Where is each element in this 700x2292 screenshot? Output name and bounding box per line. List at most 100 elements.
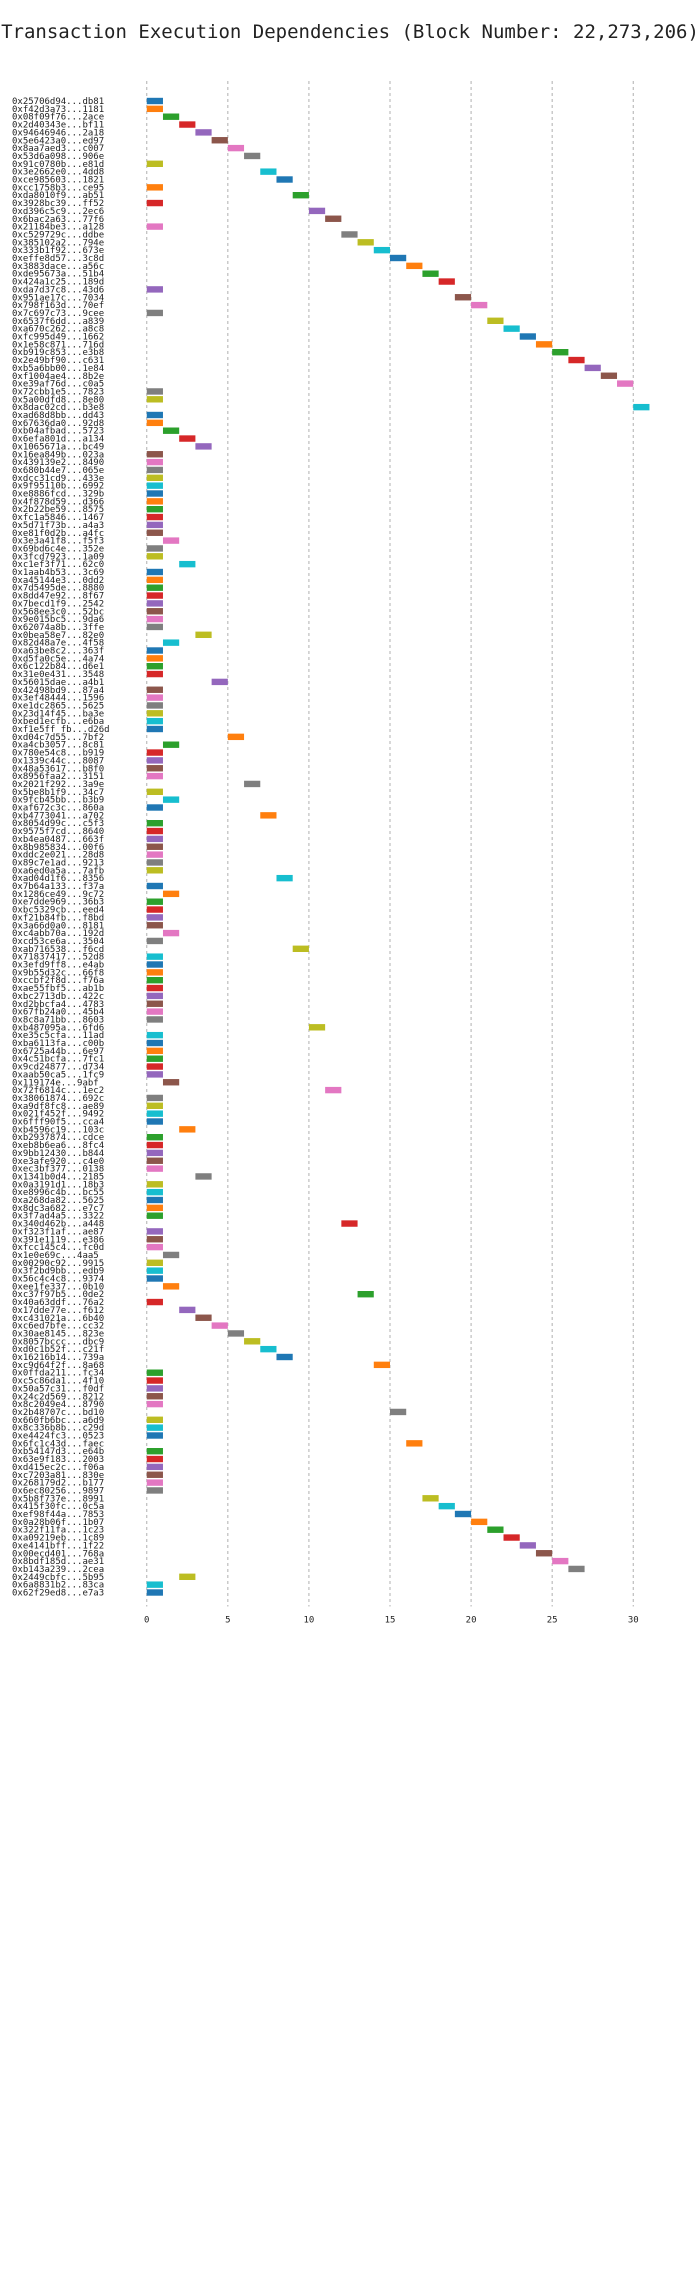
transaction-bar: [292, 945, 309, 952]
chart-title: Transaction Execution Dependencies (Bloc…: [1, 21, 699, 43]
transaction-label: 0x391e1119...e386: [12, 1235, 104, 1245]
transaction-bar: [146, 772, 163, 780]
transaction-bar: [146, 749, 163, 756]
transaction-bar: [146, 914, 163, 921]
transaction-bar: [146, 788, 163, 795]
transaction-bar: [373, 246, 390, 254]
transaction-bar: [146, 1118, 163, 1125]
transaction-label: 0x7becd1f9...2542: [12, 599, 104, 609]
transaction-label: 0xc529729c...ddbe: [12, 230, 104, 240]
transaction-label: 0xe3afe920...c4e0: [12, 1157, 104, 1167]
transaction-bar: [146, 97, 163, 105]
transaction-label: 0x7c697c73...9cee: [12, 309, 104, 319]
transaction-bar: [406, 1440, 423, 1447]
transaction-label: 0xc9d64f2f...8a68: [12, 1361, 104, 1371]
transaction-bar: [146, 765, 163, 772]
transaction-bar: [146, 1369, 163, 1376]
transaction-bar: [146, 623, 163, 631]
transaction-bar: [146, 600, 163, 607]
transaction-label: 0xbed1ecfb...e6ba: [12, 717, 104, 727]
transaction-bar: [146, 1141, 163, 1149]
transaction-bar: [146, 827, 163, 835]
transaction-label: 0xf42d3a73...1181: [12, 105, 104, 115]
transaction-bar: [146, 576, 163, 584]
transaction-bar: [146, 1055, 163, 1062]
transaction-label: 0x63e9f183...2003: [12, 1455, 104, 1465]
transaction-label: 0x69bd6c4e...352e: [12, 544, 104, 554]
transaction-label: 0x9cd24877...d734: [12, 1063, 104, 1073]
transaction-label: 0x3e3a41f8...f5f3: [12, 537, 104, 547]
transaction-bar: [146, 1424, 163, 1431]
transaction-label: 0xad04d1f6...8356: [12, 874, 104, 884]
transaction-label: 0xf21b84fb...f8bd: [12, 913, 104, 923]
transaction-bar: [146, 757, 163, 764]
transaction-label: 0x5e6423a0...ed97: [12, 136, 104, 146]
transaction-label: 0xa6ed0a5a...7afb: [12, 866, 104, 876]
transaction-bar: [227, 1330, 245, 1337]
transaction-bar: [633, 403, 650, 411]
transaction-bar: [146, 977, 163, 984]
transaction-label: 0x9f95110b...6992: [12, 482, 104, 492]
transaction-bar: [600, 372, 618, 379]
transaction-label: 0x72f6814c...1ec2: [12, 1086, 104, 1096]
transaction-label: 0x8956faa2...3151: [12, 772, 104, 782]
transaction-label: 0xb487095a...6fd6: [12, 1023, 104, 1033]
transaction-label: 0x8aa7aed3...c007: [12, 144, 104, 154]
transaction-label: 0xdcc31cd9...433e: [12, 474, 104, 484]
transaction-label: 0x40a63ddf...76a2: [12, 1298, 104, 1308]
transaction-bar: [454, 1510, 472, 1518]
transaction-label: 0x7d5495de...8880: [12, 584, 104, 594]
transaction-bar: [454, 294, 472, 301]
transaction-label: 0x6efa801d...a134: [12, 435, 104, 445]
transaction-bar: [617, 380, 634, 387]
transaction-bar: [211, 137, 228, 144]
transaction-label: 0xb919c853...e3b8: [12, 348, 104, 358]
transaction-label: 0x0a3191d1...18b3: [12, 1180, 104, 1190]
transaction-bar: [584, 364, 601, 372]
transaction-bar: [146, 1463, 163, 1471]
transaction-label: 0x16ea849b...023a: [12, 450, 104, 460]
transaction-bar: [244, 1338, 261, 1345]
transaction-bar: [146, 1212, 163, 1219]
transaction-bar: [146, 309, 163, 317]
transaction-bar: [146, 1047, 163, 1055]
transaction-label: 0x8c336b8b...c29d: [12, 1424, 104, 1434]
transaction-label: 0xd0c1b52f...c21f: [12, 1345, 104, 1355]
transaction-bar: [146, 1204, 163, 1212]
transaction-label: 0xc7203a81...830e: [12, 1471, 104, 1481]
transaction-bar: [438, 278, 455, 285]
transaction-bar: [487, 1526, 504, 1533]
transaction-bar: [146, 867, 163, 874]
transaction-bar: [146, 1487, 163, 1494]
transaction-bar: [146, 223, 163, 230]
transaction-bar: [162, 741, 180, 748]
transaction-bar: [146, 1196, 163, 1204]
transaction-label: 0x16216b14...739a: [12, 1353, 104, 1363]
transaction-bar: [422, 1495, 439, 1502]
transaction-bar: [357, 239, 374, 246]
transaction-label: 0xc1ef3f71...62c0: [12, 560, 104, 570]
transaction-label: 0x9fcb45bb...b3b9: [12, 796, 104, 806]
transaction-bar: [227, 733, 245, 741]
transaction-label: 0x8c2049e4...8790: [12, 1400, 104, 1410]
transaction-bar: [146, 1134, 163, 1141]
transaction-label: 0x62f29ed8...e7a3: [12, 1589, 104, 1599]
x-tick-label: 30: [628, 1616, 639, 1626]
transaction-label: 0xb143a239...2cea: [12, 1565, 104, 1575]
transaction-bar: [146, 474, 163, 481]
transaction-label: 0xc431021a...6b40: [12, 1314, 104, 1324]
transaction-label: 0x3fcd7923...1a09: [12, 552, 104, 562]
transaction-label: 0x2449cbfc...5b95: [12, 1573, 104, 1583]
transaction-bar: [146, 1157, 163, 1164]
transaction-bar: [146, 1455, 163, 1463]
transaction-bar: [373, 1361, 390, 1369]
transaction-label: 0xf323f1af...ae87: [12, 1227, 104, 1237]
transaction-label: 0x6a8831b2...83ca: [12, 1581, 104, 1591]
transaction-bar: [146, 1236, 163, 1243]
transaction-label: 0x9e015bc5...9da6: [12, 615, 104, 625]
transaction-label: 0x385102a2...794e: [12, 238, 104, 248]
y-tick-labels: 0x25706d94...db810xf42d3a73...11810x08f0…: [12, 97, 110, 1599]
transaction-bar: [519, 1542, 536, 1549]
transaction-label: 0xfc995d49...1662: [12, 333, 104, 343]
transaction-bar: [146, 1063, 163, 1070]
